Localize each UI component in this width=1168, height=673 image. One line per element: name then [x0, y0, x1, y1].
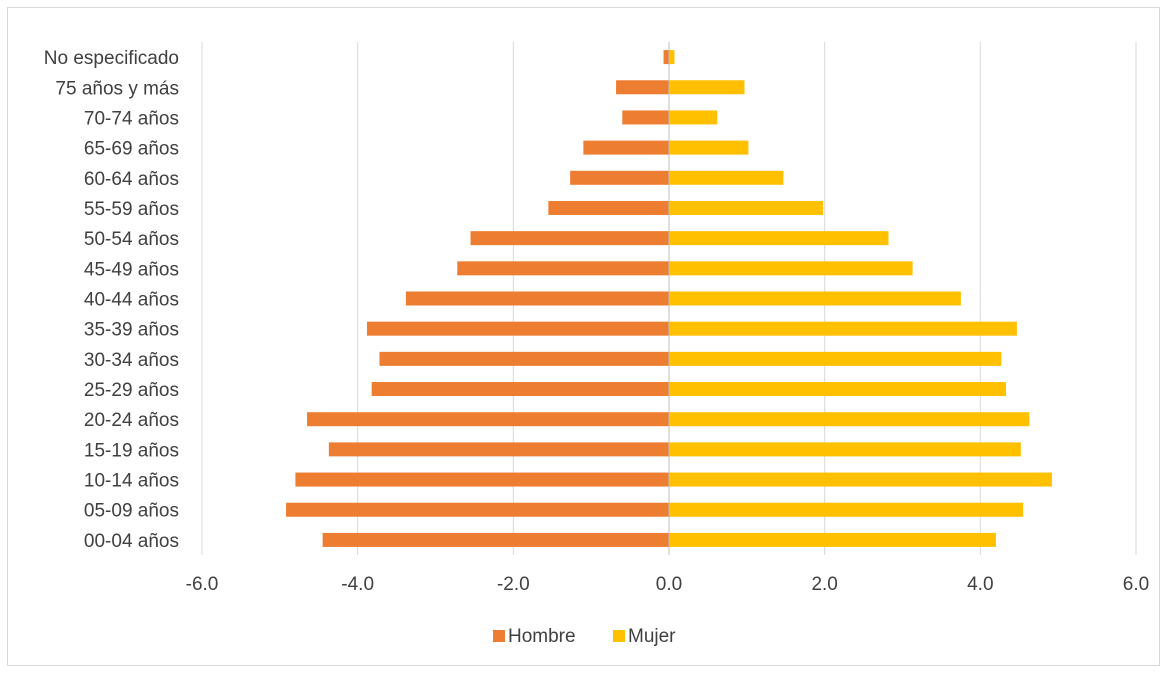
bar-mujer-11 [669, 200, 824, 215]
bar-hombre-11 [548, 200, 669, 215]
bar-mujer-15 [669, 80, 745, 95]
bar-mujer-3 [669, 442, 1021, 457]
bar-mujer-14 [669, 110, 718, 125]
bar-mujer-4 [669, 412, 1030, 427]
category-label: 20-24 años [84, 410, 179, 431]
category-label: No especificado [44, 48, 179, 69]
bar-mujer-16 [669, 50, 675, 65]
category-label: 40-44 años [84, 290, 179, 311]
legend-label-mujer: Mujer [628, 626, 676, 647]
bar-mujer-5 [669, 382, 1007, 397]
bar-hombre-4 [307, 412, 669, 427]
bar-hombre-5 [371, 382, 669, 397]
legend-label-hombre: Hombre [508, 626, 576, 647]
bar-hombre-3 [328, 442, 669, 457]
bar-hombre-12 [570, 170, 669, 185]
category-label: 45-49 años [84, 259, 179, 280]
bar-mujer-9 [669, 261, 913, 276]
x-tick-label: 4.0 [967, 574, 993, 595]
category-label: 50-54 años [84, 229, 179, 250]
category-label: 15-19 años [84, 440, 179, 461]
category-label: 10-14 años [84, 471, 179, 492]
category-label: 55-59 años [84, 199, 179, 220]
category-label: 25-29 años [84, 380, 179, 401]
bar-mujer-13 [669, 140, 749, 155]
category-label: 70-74 años [84, 108, 179, 129]
x-tick-label: 6.0 [1123, 574, 1149, 595]
bar-mujer-0 [669, 532, 996, 547]
category-label: 30-34 años [84, 350, 179, 371]
bar-hombre-15 [616, 80, 669, 95]
category-label: 65-69 años [84, 139, 179, 160]
bar-hombre-0 [322, 532, 669, 547]
category-label: 75 años y más [55, 78, 179, 99]
bar-hombre-6 [379, 351, 669, 366]
x-tick-labels: -6.0 -4.0 -2.0 0.0 2.0 4.0 6.0 [186, 574, 1150, 595]
legend-swatch-hombre [493, 630, 505, 642]
bar-mujer-12 [669, 170, 784, 185]
category-label: 00-04 años [84, 531, 179, 552]
legend-swatch-mujer [613, 630, 625, 642]
x-tick-label: -6.0 [186, 574, 219, 595]
bar-mujer-8 [669, 291, 961, 306]
x-tick-label: 2.0 [811, 574, 837, 595]
bar-hombre-7 [367, 321, 669, 336]
bar-hombre-13 [583, 140, 669, 155]
x-tick-label: -4.0 [341, 574, 374, 595]
bar-hombre-9 [457, 261, 669, 276]
bar-hombre-10 [470, 231, 669, 246]
bar-hombre-1 [286, 502, 669, 517]
bar-hombre-2 [295, 472, 669, 487]
chart-frame [7, 7, 1160, 666]
x-tick-label: -2.0 [497, 574, 530, 595]
bars [286, 42, 1052, 555]
bar-mujer-2 [669, 472, 1052, 487]
x-tick-label: 0.0 [656, 574, 682, 595]
bar-mujer-1 [669, 502, 1024, 517]
category-label: 35-39 años [84, 320, 179, 341]
bar-hombre-14 [622, 110, 669, 125]
bar-mujer-7 [669, 321, 1017, 336]
bar-mujer-6 [669, 351, 1002, 366]
category-labels: 00-04 años 05-09 años 10-14 años 15-19 años… [44, 48, 179, 552]
category-label: 60-64 años [84, 169, 179, 190]
bar-hombre-16 [663, 50, 669, 65]
category-label: 05-09 años [84, 501, 179, 522]
bar-hombre-8 [405, 291, 669, 306]
legend: Hombre Mujer [493, 626, 676, 647]
bar-mujer-10 [669, 231, 889, 246]
